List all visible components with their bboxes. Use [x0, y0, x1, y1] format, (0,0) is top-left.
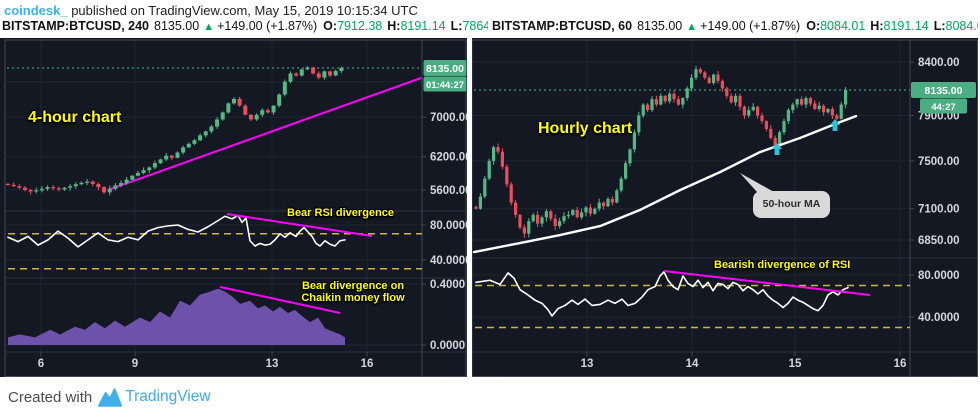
svg-text:40.0000: 40.0000: [918, 312, 960, 324]
svg-text:6850.00: 6850.00: [918, 235, 960, 247]
created-with-text: Created with: [8, 388, 93, 406]
price-badge: [423, 60, 467, 76]
high-label: H:: [870, 19, 884, 33]
chart-4h-candlestick-series: [6, 66, 344, 196]
high-value: 8191.14: [400, 19, 446, 33]
last-price: 8135.00: [154, 19, 200, 33]
svg-text:80.0000: 80.0000: [430, 220, 472, 232]
high-value: 8191.14: [883, 19, 929, 33]
footer: Created with TradingView: [0, 377, 980, 417]
chart-4h-pane[interactable]: 7000.00 6200.00 5600.00 80.0000 40.0000 0.400…: [4, 39, 472, 377]
charts-canvas[interactable]: 7000.00 6200.00 5600.00 80.0000 40.0000 0.400…: [0, 38, 980, 377]
price-change: +149.00 (+1.87%): [217, 19, 318, 33]
price-badge: [423, 76, 467, 92]
svg-text:0.4000: 0.4000: [430, 279, 465, 291]
open-label: O:: [806, 19, 821, 33]
symbol-info-hourly: BITSTAMP:BTCUSD, 60 8135.00 ▲ +149.00 (+1.8…: [492, 19, 978, 33]
annotation-bear-cmf-divergence: Bear divergence on Chaikin money flow: [301, 280, 405, 304]
high-label: H:: [387, 19, 401, 33]
symbol-info-4h: BITSTAMP:BTCUSD, 240 8135.00 ▲ +149.00 (+1.…: [2, 19, 488, 33]
arrow-up-mark: [772, 143, 782, 155]
tradingview-link[interactable]: TradingView: [125, 388, 211, 405]
price-badge: [920, 98, 967, 114]
symbol-name: BITSTAMP:BTCUSD, 240: [2, 19, 150, 33]
up-arrow-icon: ▲: [686, 21, 698, 33]
chart-hourly-candlestick-series: [474, 65, 848, 238]
svg-text:7100.00: 7100.00: [918, 204, 960, 216]
up-arrow-icon: ▲: [203, 21, 215, 33]
annotation-bearish-rsi-divergence: Bearish divergence of RSI: [714, 259, 851, 271]
svg-text:8400.00: 8400.00: [918, 57, 960, 69]
svg-text:0.0000: 0.0000: [430, 340, 465, 352]
author-name: coindesk_: [4, 3, 68, 18]
svg-text:6200.00: 6200.00: [430, 152, 472, 164]
svg-text:7900.00: 7900.00: [918, 111, 960, 123]
svg-text:40.0000: 40.0000: [430, 255, 472, 267]
annotation-4-hour-chart: 4-hour chart: [28, 109, 122, 126]
chart-hourly-pane[interactable]: 8400.00 7900.00 7500.00 7100.00 6850.00 80.00…: [471, 39, 978, 377]
tradingview-logo-icon: [98, 387, 123, 407]
svg-text:8135.00: 8135.00: [426, 63, 464, 75]
price-badge: [911, 82, 976, 98]
svg-text:9: 9: [132, 358, 138, 370]
svg-text:13: 13: [266, 358, 279, 370]
low-label: L:: [933, 19, 946, 33]
svg-text:44:27: 44:27: [931, 102, 955, 113]
credit-text: published on TradingView.com, May 15, 20…: [67, 3, 418, 18]
symbol-name: BITSTAMP:BTCUSD, 60: [492, 19, 633, 33]
svg-text:80.0000: 80.0000: [918, 270, 960, 282]
right-edge-strip: [978, 38, 980, 377]
ma-callout-label: 50-hour MA: [753, 191, 830, 218]
svg-text:7000.00: 7000.00: [430, 112, 472, 124]
svg-text:14: 14: [686, 358, 699, 370]
low-label: L:: [450, 19, 463, 33]
open-value: 7912.38: [337, 19, 383, 33]
svg-text:8135.00: 8135.00: [925, 85, 963, 97]
header: coindesk_ published on TradingView.com, …: [0, 0, 980, 38]
svg-text:7500.00: 7500.00: [918, 156, 960, 168]
low-value: 7864.0: [462, 19, 488, 33]
svg-text:01:44:27: 01:44:27: [426, 80, 464, 91]
svg-text:15: 15: [789, 358, 802, 370]
open-label: O:: [323, 19, 338, 33]
svg-text:13: 13: [581, 358, 594, 370]
open-value: 8084.01: [820, 19, 866, 33]
low-value: 8084.0: [945, 19, 979, 33]
last-price: 8135.00: [637, 19, 683, 33]
svg-text:6: 6: [38, 358, 44, 370]
annotation-bear-rsi-divergence: Bear RSI divergence: [287, 207, 394, 219]
svg-text:5600.00: 5600.00: [430, 185, 472, 197]
arrow-up-mark: [830, 119, 840, 131]
svg-text:16: 16: [361, 358, 374, 370]
annotation-hourly-chart: Hourly chart: [538, 120, 633, 137]
price-change: +149.00 (+1.87%): [700, 19, 801, 33]
credit-line: coindesk_ published on TradingView.com, …: [4, 3, 418, 18]
svg-text:16: 16: [894, 358, 907, 370]
pane-divider: [467, 38, 472, 377]
